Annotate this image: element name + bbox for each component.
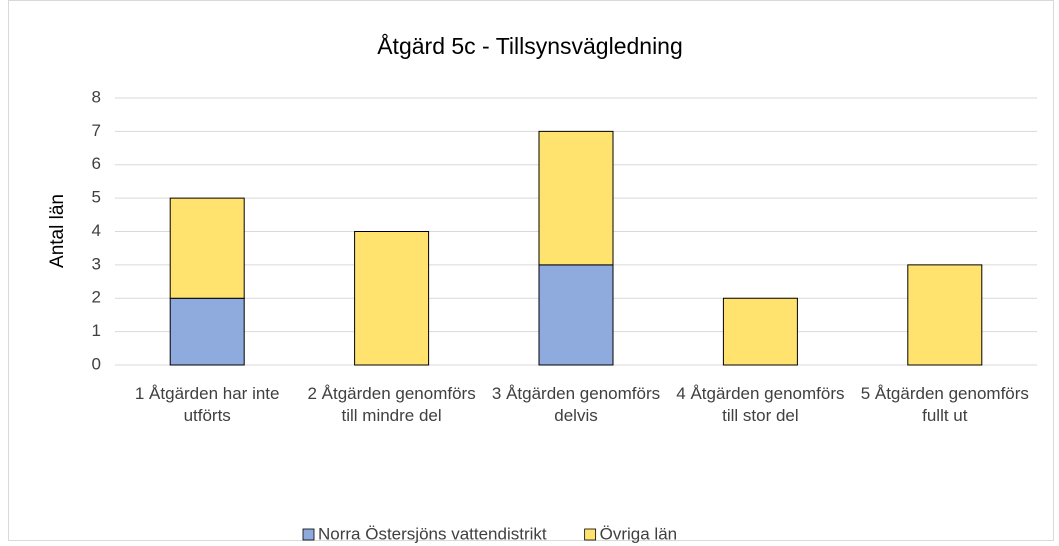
bar-segment bbox=[722, 297, 798, 366]
y-axis-label: Antal län bbox=[47, 194, 68, 268]
y-tick-label: 7 bbox=[92, 121, 101, 140]
bar-segment bbox=[907, 264, 983, 366]
legend-swatch bbox=[302, 528, 315, 541]
legend-swatch bbox=[584, 528, 597, 541]
chart-title: Åtgärd 5c - Tillsynsvägledning bbox=[377, 32, 683, 59]
x-tick-label: 4 Åtgärden genomförs till stor del bbox=[676, 384, 845, 425]
y-tick-label: 3 bbox=[92, 254, 101, 273]
x-tick-label: 2 Åtgärden genomförs till mindre del bbox=[307, 384, 476, 425]
chart-frame bbox=[8, 0, 1054, 541]
bar-segment bbox=[354, 231, 430, 366]
x-tick-label: 3 Åtgärden genomförs delvis bbox=[491, 384, 661, 425]
y-tick-label: 1 bbox=[92, 321, 101, 340]
y-tick-label: 8 bbox=[92, 87, 101, 106]
bar-segment bbox=[538, 264, 614, 366]
bar-segment bbox=[538, 130, 614, 266]
y-tick-label: 5 bbox=[92, 188, 101, 207]
y-tick-label: 4 bbox=[92, 221, 101, 240]
bar-segment bbox=[169, 297, 245, 366]
bar-segment bbox=[169, 197, 245, 299]
y-tick-label: 6 bbox=[92, 154, 101, 173]
legend-label: Övriga län bbox=[600, 524, 677, 543]
x-tick-label: 5 Åtgärden genomförs fullt ut bbox=[860, 384, 1029, 425]
y-tick-label: 2 bbox=[92, 288, 101, 307]
y-tick-label: 0 bbox=[92, 354, 101, 373]
x-tick-label: 1 Åtgärden har inte utförts bbox=[134, 384, 280, 425]
legend-label: Norra Östersjöns vattendistrikt bbox=[318, 524, 547, 543]
